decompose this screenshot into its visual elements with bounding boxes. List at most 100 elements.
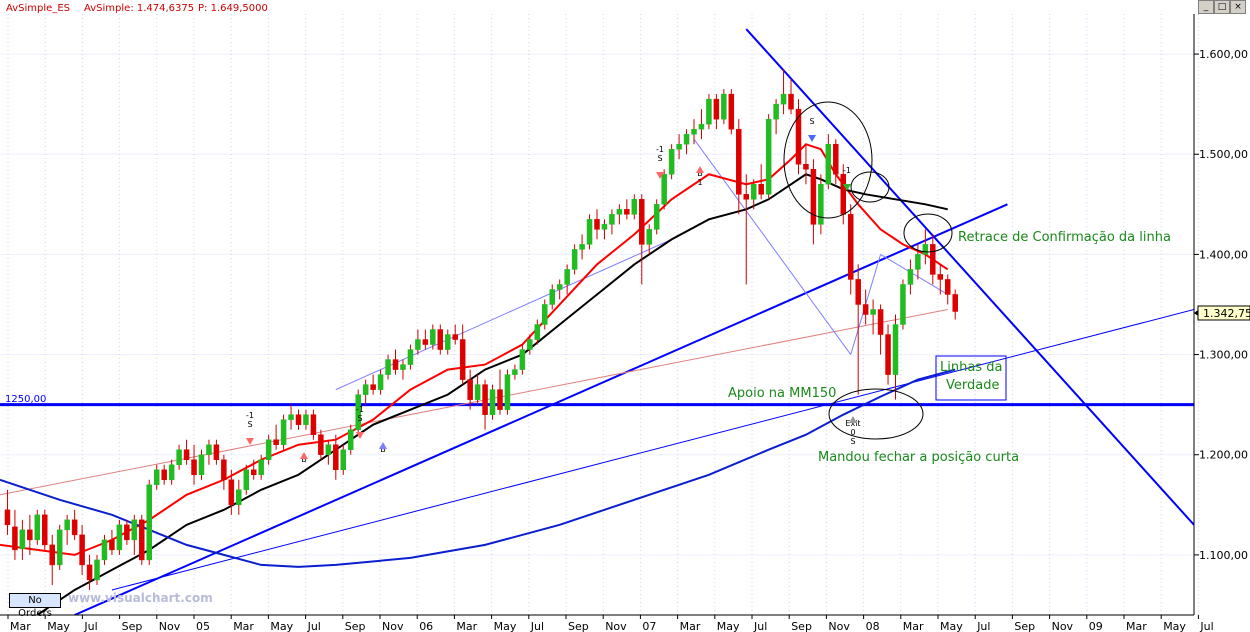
trendline [111,309,1194,591]
signal-marker: -1S [356,405,364,439]
y-tick-label: 1.100,00 [1199,549,1248,562]
signal-text: -1 [843,166,851,175]
signal-marker: B1 [696,166,704,187]
candle-body [944,279,951,295]
candle-body [810,169,817,225]
close-button[interactable]: × [1230,0,1246,14]
grid-lines [0,14,1199,615]
candle-body [459,339,466,380]
signal-text: B [697,169,703,178]
indicator-value-label: AvSimple: 1.474,6375 [84,3,194,14]
candle-body [646,229,652,245]
candle-body [862,304,869,315]
x-tick-label: Nov [159,620,181,632]
candle-body [512,369,518,375]
candle-body [915,254,921,270]
candle-body [758,184,764,195]
x-tick-label: May [494,620,517,632]
candle-body [228,479,235,506]
signal-marker: -1S [656,145,664,179]
candle-body [101,539,108,561]
maximize-button[interactable]: □ [1214,0,1230,14]
candle-body [467,379,473,400]
signal-arrow-down-icon [656,172,664,179]
candle-body [571,249,578,270]
candle-body [153,469,160,486]
candle-body [601,224,608,230]
linhas-box [935,355,1007,401]
signal-arrow-up-icon [849,416,857,423]
y-tick-label: 1.600,00 [1199,48,1248,61]
y-tick-label: 1.200,00 [1199,449,1248,462]
signal-text: -1 [656,145,664,154]
x-tick-label: Sep [345,620,366,632]
candle-body [721,93,727,120]
x-tick-label: Jul [530,620,544,632]
candle-body [362,384,369,395]
candle-body [318,434,324,455]
candle-body [139,519,145,561]
candle-body [586,219,593,245]
candle-body [183,449,190,460]
candle-body [780,93,787,105]
signal-arrow-up-icon [379,442,387,449]
minimize-button[interactable]: _ [1198,0,1214,14]
candle-body [109,539,115,551]
candle-body [930,244,936,275]
annotation-retrace: Retrace de Confirmação da linha [958,230,1171,245]
signal-text: S [357,414,362,423]
signal-marker: -1S [246,411,254,445]
x-tick-label: Sep [1014,620,1035,632]
candle-body [698,123,705,130]
candle-body [4,509,11,526]
candle-body [706,98,712,125]
candle-body [624,209,630,215]
candle-body [333,444,339,471]
x-tick-label: 09 [1089,620,1103,632]
x-tick-label: Mar [903,620,924,632]
signal-text: -1 [356,405,364,414]
candle-body [661,174,667,205]
x-tick-label: Nov [828,620,850,632]
candle-body [750,184,757,200]
signal-marker: -1 [843,166,851,191]
signal-arrow-down-icon [843,184,851,191]
signal-text: 1 [697,178,702,187]
current-price-label: 1.342,75 [1203,307,1250,320]
signal-arrow-up-icon [300,452,308,459]
candle-body [146,484,152,561]
candle-body [124,524,130,541]
candle-body [452,334,458,340]
candle-body [161,469,167,481]
signal-text: B [380,445,386,454]
candle-body [407,349,414,365]
annotation-mandou: Mandou fechar a posição curta [818,450,1019,465]
x-tick-label: Mar [233,620,254,632]
candle-body [206,444,212,455]
candle-body [474,384,481,400]
candle-body [42,514,48,546]
x-tick-label: Jul [753,620,767,632]
x-tick-label: Mar [456,620,477,632]
x-tick-label: 05 [196,620,210,632]
candle-body [765,118,772,195]
no-orders-box[interactable]: No Orders [9,593,61,619]
x-tick-label: 06 [419,620,433,632]
candle-body [221,459,227,481]
signal-text: S [247,420,252,429]
candle-body [236,489,242,506]
candle-body [795,108,802,165]
x-tick-label: Nov [605,620,627,632]
signal-text: S [657,154,662,163]
annotation-linhas-1: Linhas da [940,360,1002,375]
signal-text: Exit [845,419,860,428]
candle-body [34,514,41,541]
signal-marker: B [379,442,387,454]
candle-body [340,449,347,471]
x-tick-label: 08 [866,620,880,632]
candle-body [631,199,638,215]
candle-body [213,444,220,460]
candle-body [489,389,496,415]
